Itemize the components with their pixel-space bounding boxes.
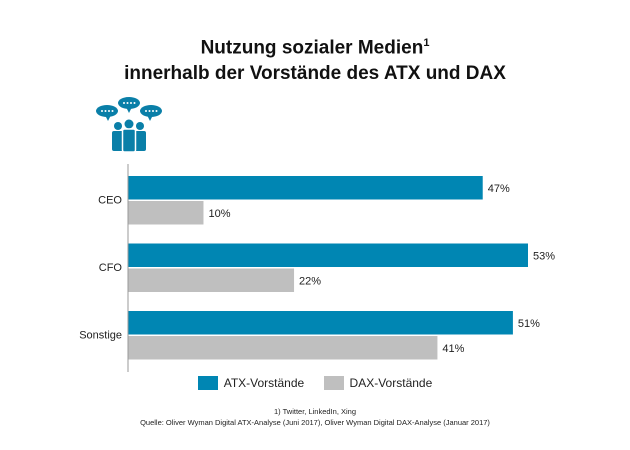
footer: 1) Twitter, LinkedIn, Xing Quelle: Olive…	[0, 406, 630, 428]
bar-dax	[128, 336, 438, 360]
title-footnote-mark: 1	[423, 37, 430, 49]
title-line-2: innerhalb der Vorstände des ATX und DAX	[124, 63, 506, 85]
category-label: Sonstige	[79, 330, 122, 342]
data-label: 41%	[442, 343, 464, 355]
legend: ATX-Vorstände DAX-Vorstände	[0, 376, 630, 393]
bar-dax	[128, 268, 295, 292]
category-label: CEO	[98, 195, 122, 207]
data-label: 10%	[208, 208, 230, 220]
data-label: 22%	[299, 275, 321, 287]
legend-label-atx: ATX-Vorstände	[223, 376, 305, 390]
bar-atx	[128, 176, 483, 200]
bar-atx	[128, 311, 513, 335]
chart-title: Nutzung sozialer Medien1 innerhalb der V…	[0, 30, 630, 87]
title-line-1: Nutzung sozialer Medien	[200, 37, 424, 59]
legend-label-dax: DAX-Vorstände	[349, 376, 433, 390]
legend-swatch-dax	[323, 376, 344, 390]
legend-item-dax: DAX-Vorstände	[323, 376, 433, 390]
legend-swatch-atx	[197, 376, 218, 390]
source-note: Quelle: Oliver Wyman Digital ATX-Analyse…	[140, 418, 490, 427]
bar-dax	[128, 201, 204, 225]
people-speech-bubbles-icon	[96, 97, 162, 153]
footnote: 1) Twitter, LinkedIn, Xing	[274, 407, 356, 416]
data-label: 53%	[533, 250, 555, 262]
legend-item-atx: ATX-Vorstände	[197, 376, 305, 390]
data-label: 47%	[488, 183, 510, 195]
data-label: 51%	[518, 318, 540, 330]
bar-atx	[128, 243, 528, 267]
category-label: CFO	[99, 262, 123, 274]
